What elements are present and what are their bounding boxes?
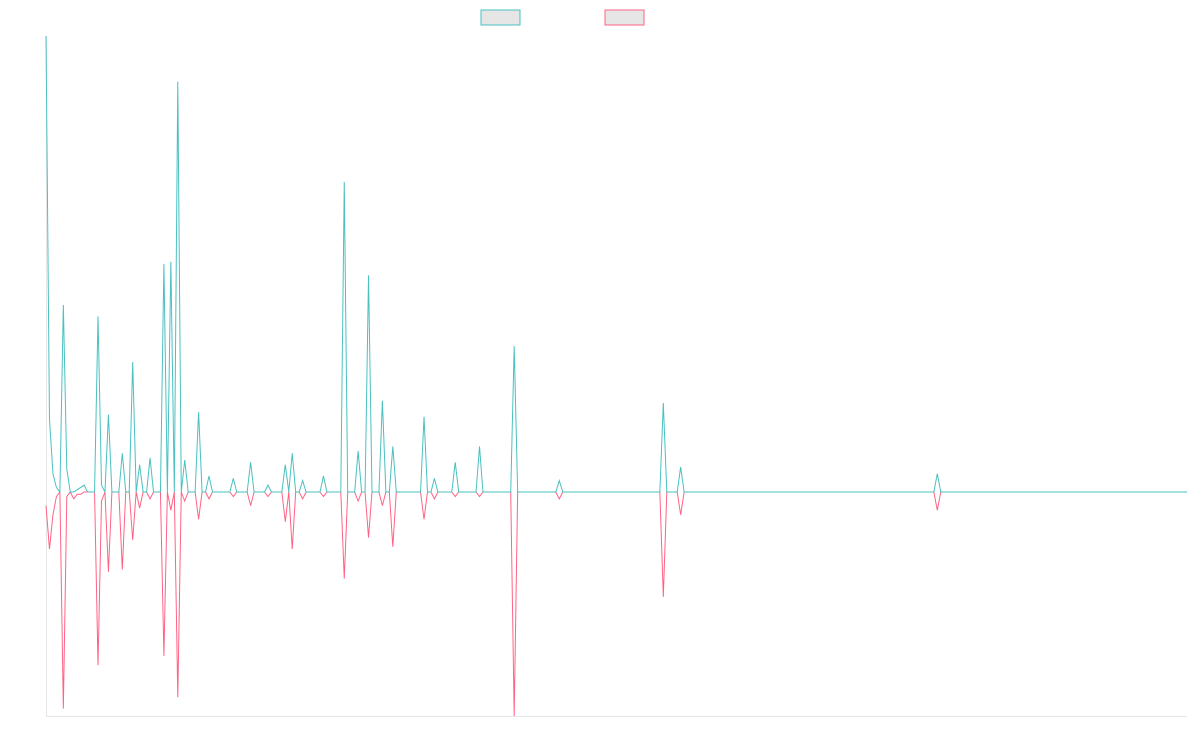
axes	[46, 36, 1187, 717]
plot-area	[45, 35, 1187, 717]
legend-swatch-series-a[interactable]	[480, 9, 521, 26]
series-line-b[interactable]	[45, 490, 1187, 717]
series-line-a[interactable]	[45, 35, 1187, 494]
legend	[480, 9, 645, 26]
legend-swatch-series-b[interactable]	[604, 9, 645, 26]
